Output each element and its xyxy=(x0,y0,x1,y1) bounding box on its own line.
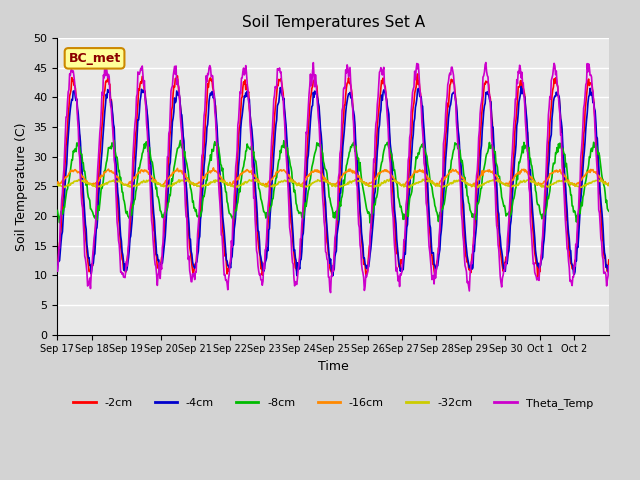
Y-axis label: Soil Temperature (C): Soil Temperature (C) xyxy=(15,122,28,251)
X-axis label: Time: Time xyxy=(317,360,348,373)
Text: BC_met: BC_met xyxy=(68,52,121,65)
Legend: -2cm, -4cm, -8cm, -16cm, -32cm, Theta_Temp: -2cm, -4cm, -8cm, -16cm, -32cm, Theta_Te… xyxy=(69,394,597,413)
Title: Soil Temperatures Set A: Soil Temperatures Set A xyxy=(241,15,425,30)
